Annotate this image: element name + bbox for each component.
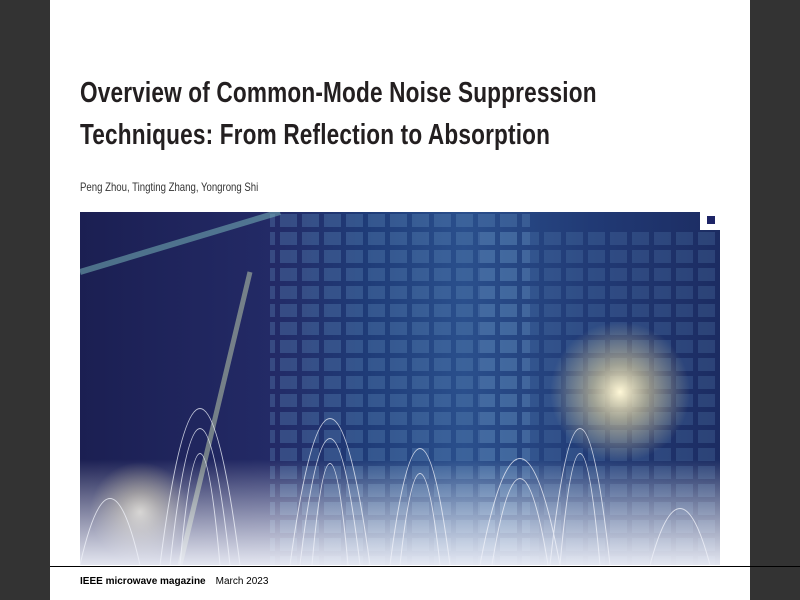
footer-rule [50,566,800,567]
magazine-name: IEEE microwave magazine [80,576,206,587]
magazine-page: Overview of Common-Mode Noise Suppressio… [50,0,750,600]
corner-notch [700,212,720,230]
page-footer: IEEE microwave magazine March 2023 [80,576,268,587]
title-line-1: Overview of Common-Mode Noise Suppressio… [80,77,597,109]
article-authors: Peng Zhou, Tingting Zhang, Yongrong Shi [80,180,259,194]
hero-image [80,212,720,565]
article-title: Overview of Common-Mode Noise Suppressio… [80,72,704,156]
title-line-2: Techniques: From Reflection to Absorptio… [80,119,551,151]
hero-illustration [80,212,720,565]
issue-date: March 2023 [215,576,269,587]
